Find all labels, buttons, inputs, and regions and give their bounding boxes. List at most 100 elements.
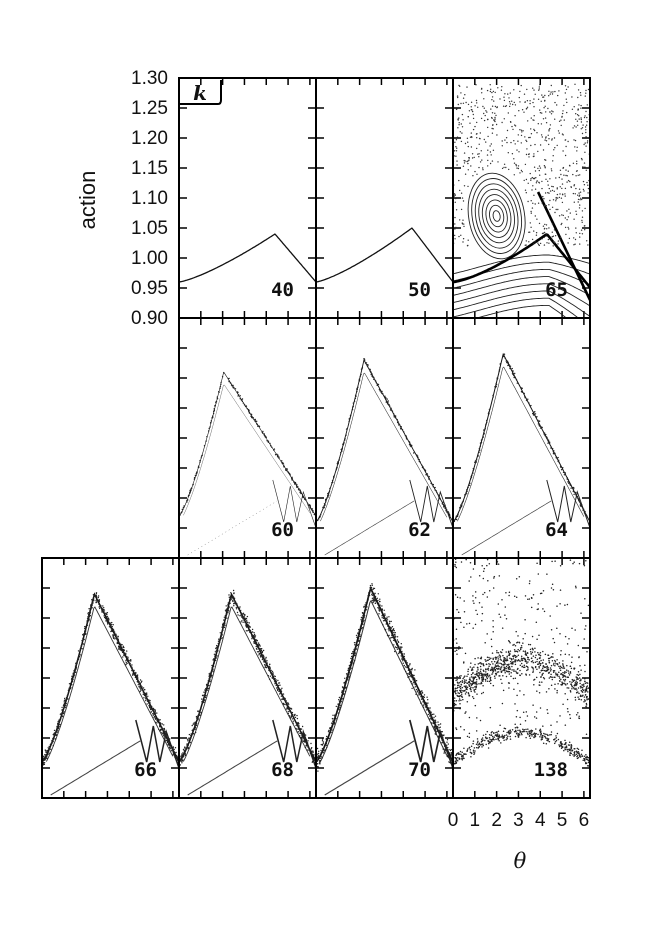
orbit-point	[374, 595, 377, 598]
orbit-point	[248, 627, 250, 629]
chaotic-point	[552, 111, 554, 113]
orbit-point	[583, 512, 586, 514]
orbit-point	[176, 756, 178, 759]
orbit-point	[45, 755, 48, 757]
orbit-point	[427, 713, 430, 716]
orbit-point	[333, 475, 335, 477]
orbit-point	[48, 748, 50, 750]
orbit-point	[314, 765, 315, 767]
orbit-point	[306, 742, 309, 744]
orbit-point	[361, 621, 363, 623]
orbit-point	[314, 758, 315, 761]
orbit-point	[397, 420, 399, 423]
orbit-point	[127, 657, 129, 660]
orbit-point	[160, 729, 162, 732]
chaotic-point	[577, 687, 580, 689]
chaotic-point	[547, 654, 550, 657]
chaotic-point	[454, 700, 456, 702]
orbit-point	[180, 758, 181, 760]
chaotic-point	[518, 650, 521, 652]
orbit-point	[58, 720, 60, 722]
orbit-point	[125, 660, 127, 662]
orbit-point	[403, 664, 405, 667]
chaotic-point	[491, 117, 493, 120]
orbit-point	[424, 703, 426, 705]
chaotic-point	[558, 132, 560, 134]
chaotic-point	[581, 233, 584, 235]
orbit-point	[273, 677, 275, 679]
orbit-point	[342, 690, 345, 692]
orbit-point	[287, 702, 289, 704]
orbit-point	[400, 428, 402, 430]
chaotic-point	[527, 153, 530, 156]
orbit-point	[216, 648, 219, 650]
chaotic-point	[545, 111, 547, 113]
chaotic-point	[559, 669, 562, 672]
chaotic-point	[525, 665, 528, 667]
chaotic-point	[483, 119, 486, 122]
chaotic-point	[510, 731, 512, 733]
orbit-point	[255, 645, 257, 648]
orbit-point	[385, 623, 387, 625]
orbit-point	[450, 753, 452, 755]
orbit-point	[309, 507, 311, 509]
chaotic-point	[462, 119, 464, 121]
chaotic-point	[462, 97, 465, 99]
chaotic-point	[563, 749, 565, 752]
orbit-point	[293, 481, 295, 483]
orbit-point	[338, 696, 341, 699]
chaotic-point	[508, 97, 510, 99]
orbit-point	[428, 476, 430, 478]
orbit-point	[248, 624, 250, 626]
chaotic-point	[469, 751, 472, 754]
orbit-point	[356, 387, 358, 390]
orbit-point	[325, 741, 328, 744]
chaotic-point	[555, 674, 557, 676]
orbit-point	[301, 734, 303, 736]
orbit-point	[134, 673, 136, 675]
orbit-point	[405, 660, 407, 662]
orbit-point	[285, 701, 287, 703]
orbit-point	[212, 671, 214, 673]
orbit-point	[291, 477, 293, 479]
orbit-point	[91, 605, 93, 607]
chaotic-point	[582, 188, 585, 191]
chaotic-point	[486, 680, 489, 683]
chaotic-point	[575, 175, 577, 177]
chaotic-point	[497, 603, 500, 605]
chaotic-point	[489, 84, 491, 86]
chaotic-point	[482, 167, 484, 169]
orbit-point	[85, 633, 87, 636]
orbit-point	[193, 477, 196, 479]
chaotic-point	[470, 662, 472, 664]
chaotic-point	[537, 123, 539, 125]
chaotic-point	[499, 662, 501, 665]
chaotic-point	[535, 654, 537, 657]
chaotic-point	[548, 129, 550, 131]
orbit-point	[429, 709, 431, 711]
chaotic-point	[568, 208, 570, 210]
chaotic-point	[522, 130, 524, 132]
chaotic-point	[470, 673, 473, 676]
orbit-point	[465, 491, 467, 493]
orbit-point	[71, 680, 74, 682]
chaotic-point	[490, 108, 492, 110]
chaotic-point	[542, 195, 544, 198]
chaotic-point	[560, 741, 562, 743]
chaotic-point	[528, 732, 531, 734]
orbit-point	[241, 399, 243, 401]
chaotic-point	[490, 143, 492, 145]
chaotic-point	[566, 181, 568, 183]
orbit-point	[588, 522, 589, 524]
orbit-point	[206, 436, 208, 438]
chaotic-point	[519, 660, 521, 662]
chaotic-point	[482, 593, 484, 596]
orbit-point	[401, 655, 403, 658]
chaotic-point	[539, 728, 542, 731]
orbit-point	[43, 762, 44, 763]
chaotic-point	[556, 187, 558, 189]
chaotic-point	[520, 142, 522, 144]
orbit-point	[345, 687, 347, 689]
orbit-point	[106, 619, 108, 621]
chaotic-point	[587, 187, 589, 190]
